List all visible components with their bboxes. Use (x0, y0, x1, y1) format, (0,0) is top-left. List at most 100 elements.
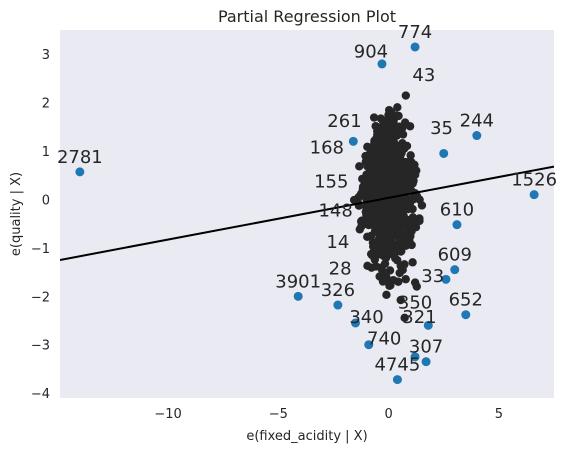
scatter-point (351, 318, 361, 328)
cluster-mark (386, 281, 395, 290)
cluster-mark (383, 179, 392, 188)
cluster-mark (403, 158, 412, 167)
scatter-point (364, 340, 374, 350)
cluster-mark (375, 157, 384, 167)
cluster-label: 261 (327, 111, 361, 132)
cluster-mark (391, 177, 400, 187)
point-label: 307 (409, 337, 443, 358)
x-tick-label: 5 (495, 407, 503, 422)
cluster-mark (379, 217, 388, 227)
cluster-mark (370, 206, 380, 215)
cluster-label: 35 (430, 118, 453, 139)
cluster-mark (386, 136, 395, 145)
cluster-mark (382, 224, 392, 233)
scatter-point (410, 42, 420, 52)
cluster-label: 33 (421, 266, 444, 287)
cluster-mark (358, 185, 368, 194)
cluster-mark (406, 151, 415, 160)
cluster-label: 28 (329, 259, 352, 280)
point-label: 609 (438, 245, 472, 266)
y-tick-label: −1 (31, 242, 50, 257)
cluster-mark (377, 122, 386, 132)
cluster-mark (402, 234, 411, 243)
scatter-point (529, 190, 539, 200)
y-tick-label: 2 (42, 97, 50, 112)
cluster-mark (387, 238, 396, 247)
y-tick-label: −4 (31, 387, 50, 402)
y-tick-label: −2 (31, 290, 50, 305)
cluster-mark (415, 216, 424, 226)
cluster-mark (369, 113, 379, 122)
cluster-mark (401, 91, 411, 100)
cluster-mark (405, 224, 414, 234)
point-label: 326 (321, 280, 355, 301)
y-tick-label: 3 (42, 48, 50, 63)
cluster-mark (397, 148, 406, 158)
cluster-mark (417, 201, 427, 210)
fit-line-group (60, 165, 554, 261)
cluster-mark (368, 251, 377, 260)
scatter-point (410, 352, 420, 362)
point-label: 3901 (275, 271, 321, 292)
cluster-mark (408, 195, 417, 204)
cluster-mark (393, 209, 402, 218)
cluster-mark (378, 165, 387, 175)
point-label: 904 (354, 41, 388, 62)
cluster-mark (407, 240, 416, 250)
cluster-mark (388, 231, 397, 241)
point-label: 610 (440, 200, 474, 221)
cluster-mark (365, 159, 375, 169)
x-axis-label: e(fixed_acidity | X) (246, 429, 367, 444)
scatter-point (392, 375, 402, 385)
cluster-mark (391, 254, 400, 263)
cluster-mark (400, 313, 409, 323)
scatter-point (461, 310, 471, 320)
cluster-mark (395, 201, 404, 211)
y-tick-label: 0 (42, 193, 50, 208)
cluster-mark (372, 146, 381, 155)
cluster-mark (362, 211, 371, 220)
cluster-mark (384, 166, 394, 176)
x-tick-label: 0 (384, 407, 392, 422)
cluster-mark (399, 182, 409, 192)
cluster-mark (364, 220, 374, 230)
scatter-point (377, 59, 387, 69)
point-cluster (349, 91, 427, 323)
cluster-mark (355, 162, 364, 171)
cluster-mark (402, 141, 412, 151)
cluster-label: 321 (402, 307, 436, 328)
cluster-mark (412, 282, 421, 291)
cluster-label: 14 (326, 232, 349, 253)
cluster-mark (366, 231, 376, 241)
y-axis-label: e(quality | X) (9, 172, 24, 256)
cluster-mark (385, 266, 395, 275)
cluster-mark (370, 139, 379, 148)
cluster-mark (372, 177, 381, 186)
cluster-mark (376, 200, 386, 209)
cluster-mark (379, 251, 388, 260)
cluster-mark (398, 130, 408, 139)
point-label: 1526 (511, 170, 557, 191)
cluster-mark (393, 103, 402, 112)
cluster-label: 340 (349, 307, 383, 328)
cluster-label: 43 (412, 65, 435, 86)
cluster-mark (378, 274, 387, 284)
scatter-point (450, 265, 460, 275)
cluster-mark (396, 261, 405, 271)
cluster-mark (397, 166, 406, 176)
cluster-label: 148 (318, 200, 352, 221)
cluster-label: 350 (398, 292, 432, 313)
point-label: 244 (460, 111, 494, 132)
point-label: 652 (449, 290, 483, 311)
cluster-mark (357, 222, 366, 231)
cluster-mark (371, 184, 381, 193)
cluster-mark (372, 192, 381, 201)
scatter-point (472, 131, 482, 141)
cluster-mark (395, 227, 404, 236)
scatter-point (423, 320, 433, 330)
point-label: 4745 (375, 355, 421, 376)
cluster-mark (365, 180, 374, 189)
scatter-point (452, 220, 462, 230)
